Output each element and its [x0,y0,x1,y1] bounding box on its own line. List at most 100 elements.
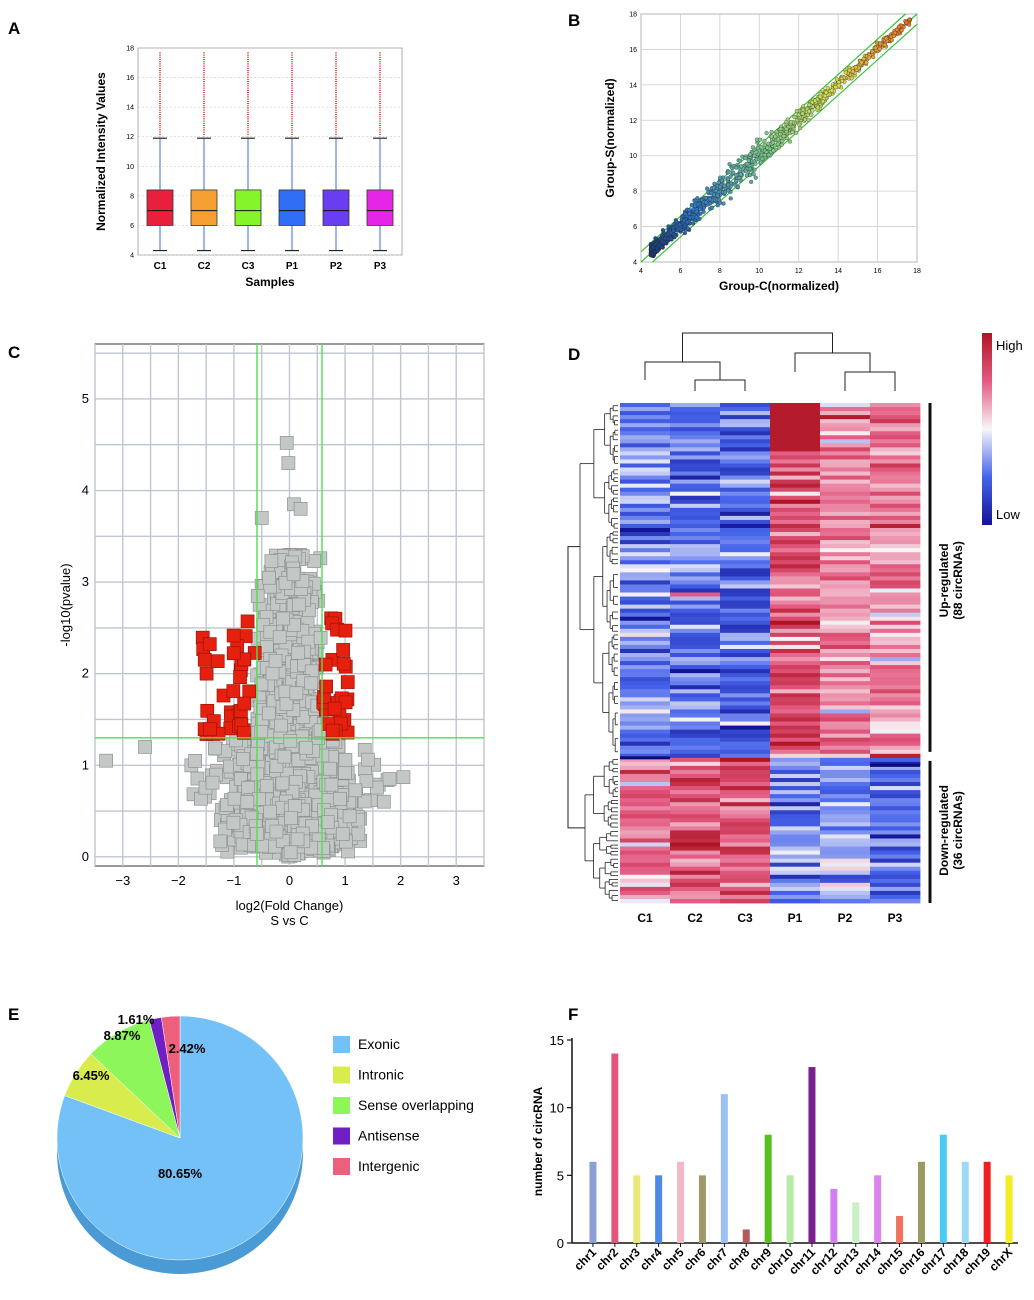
heatmap-cell [670,479,721,485]
heatmap-cell [620,459,671,464]
heatmap-cell [720,644,771,650]
heatmap-cell [770,874,821,880]
data-point [809,112,814,117]
heatmap-cell [870,431,921,436]
x-tick-label: chr1 [571,1245,599,1273]
heatmap-cell [620,782,671,787]
heatmap-cell [870,794,921,799]
box-P1 [278,189,306,226]
heatmap-cell [720,548,771,553]
heatmap-cell [820,503,871,509]
heatmap-cell [620,580,671,585]
data-point [728,196,733,201]
heatmap-cell [670,689,721,694]
heatmap-cell [820,669,871,674]
data-point [660,233,665,238]
legend-swatch [333,1158,350,1175]
heatmap-cell [670,749,721,755]
heatmap-cell [770,491,821,497]
data-point [731,170,736,175]
heatmap-cell [770,790,821,795]
heatmap-cell [720,463,771,468]
heatmap-cell [620,826,671,831]
heatmap-cell [720,511,771,517]
heatmap-cell [770,503,821,509]
heatmap-cell [870,737,921,743]
bar-chr7 [720,1094,728,1243]
gene-point [250,589,265,603]
heatmap-cell [820,705,871,710]
data-point [800,111,805,116]
heatmap-cell [670,798,721,803]
heatmap-cell [620,403,671,408]
heatmap-cell [670,858,721,864]
heatmap-cell [870,653,921,658]
heatmap-cell [720,741,771,747]
data-point [853,65,858,70]
heatmap-cell [820,648,871,654]
panel-letter-c: C [8,343,20,362]
data-point [712,192,717,197]
heatmap-cell [820,854,871,860]
gene-point [382,772,397,786]
bar-chr17 [939,1134,947,1243]
data-point [758,160,763,165]
heatmap-cell [820,431,871,436]
heatmap-cell [870,818,921,823]
heatmap-cell [670,834,721,839]
heatmap-cell [670,854,721,860]
heatmap-cell [720,495,771,501]
heatmap-cell [670,729,721,735]
heatmap-cell [620,697,671,702]
panel-a-boxplot: 4 6 8 10 12 14 16 18 C1 C2 C3 P1 P2 P3 Samples Normaliz… [94,46,403,289]
heatmap-cell [720,810,771,815]
heatmap-cell [670,568,721,573]
heatmap-cell [820,439,871,444]
heatmap-cell [620,705,671,710]
gene-point [313,630,328,645]
heatmap-cell [820,451,871,456]
data-point [892,30,898,35]
heatmap-cell [770,612,821,618]
data-point [769,129,774,135]
heatmap-cell [620,834,671,839]
gene-point [283,845,298,860]
heatmap-cell [870,870,921,876]
panel-d-heatmap: C1 C2 C3 P1 P2 P3 Up-regulated (88 circRNAs) Dow… [567,332,1023,925]
heatmap-cell [820,653,871,658]
heatmap-cell [670,423,721,428]
heatmap-cell [670,721,721,726]
significant-point [202,637,217,651]
heatmap-cell [870,894,921,900]
gene-point [99,753,113,768]
data-point [755,146,760,151]
heatmap-cell [620,786,671,791]
heatmap-cell [870,701,921,706]
heatmap-cell [620,725,671,731]
x-tick-label: 10 [755,268,763,275]
data-point [776,145,782,150]
panel-c-volcano: −3 −2 −1 0 1 2 3 0 1 2 3 4 5 log2(Fold Change)S vs C -… [58,343,485,928]
heatmap-cell [670,705,721,710]
data-point [829,88,834,93]
heatmap-cell [670,810,721,815]
heatmap-cell [870,798,921,803]
data-point [843,70,848,75]
data-point [766,152,771,158]
heatmap-cell [770,415,821,420]
heatmap-cell [820,507,871,513]
column-label: C3 [737,911,753,925]
heatmap-cell [670,407,721,412]
heatmap-cell [670,552,721,557]
heatmap-cell [620,620,671,626]
data-point [769,134,774,139]
data-point [744,173,749,178]
heatmap-cell [720,850,771,856]
heatmap-cell [870,745,921,751]
heatmap-cell [870,709,921,714]
heatmap-cell [670,640,721,646]
heatmap-cell [670,411,721,416]
data-point [800,107,806,112]
heatmap-cell [670,507,721,513]
legend-label: Sense overlapping [358,1097,474,1113]
